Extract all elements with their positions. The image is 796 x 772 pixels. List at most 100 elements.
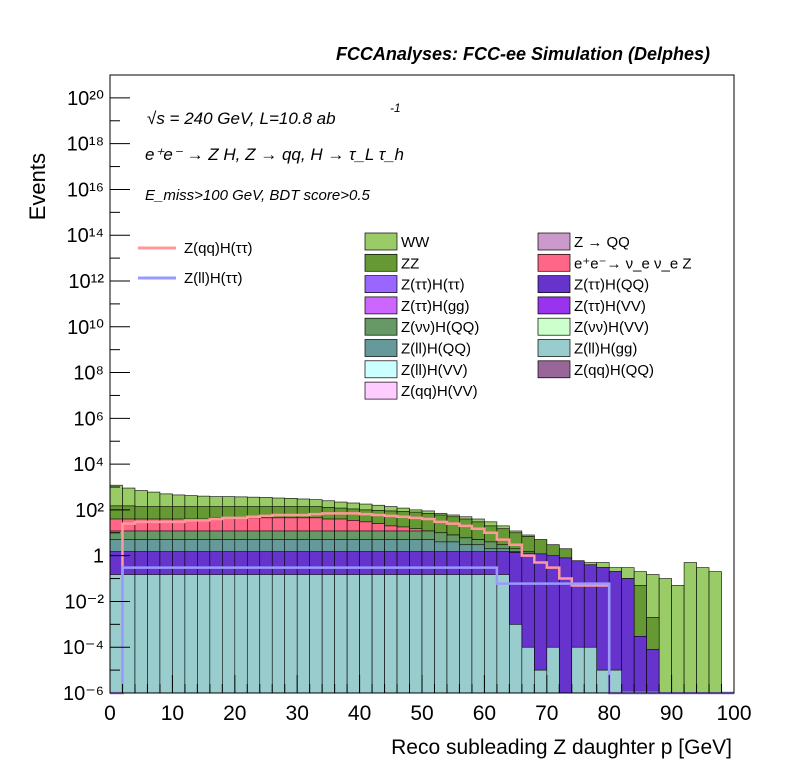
bar-6-14 [284,574,298,694]
bar-6-13 [271,574,286,694]
y-tick-label-13: 10²⁰ [67,88,104,110]
x-tick-label-3: 30 [286,702,309,725]
bar-0-45 [671,585,685,694]
bar-6-29 [471,574,485,694]
legend-label-8: Z(νν)H(QQ) [401,319,479,336]
legend-label-5: Z(ττ)H(QQ) [574,277,649,294]
legend-swatch-0 [364,232,398,251]
y-tick-label-8: 10¹⁰ [67,317,104,339]
legend-label-4: Z(ττ)H(ττ) [401,277,465,294]
legend-label-0: WW [401,234,430,251]
x-tick-label-7: 70 [535,702,558,725]
y-tick-label-12: 10¹⁸ [67,134,104,156]
y-axis: 10⁻⁶ 10⁻⁴ 10⁻² 1 10² 10⁴ 10⁶ 10⁸ 10¹⁰ 10¹² 10¹⁴ 10¹… [63,88,130,705]
bar-0-47 [696,567,710,694]
x-tick-label-5: 50 [410,702,433,725]
bar-6-27 [446,574,460,694]
legend-swatch-12 [364,360,398,379]
legend-label-9: Z(νν)H(VV) [574,319,649,336]
bar-6-24 [409,574,423,694]
bar-6-20 [359,574,373,694]
bar-6-33 [521,646,535,694]
y-tick-label-5: 10⁴ [73,454,104,476]
bar-6-12 [259,574,273,694]
x-axis-label: Reco subleading Z daughter p [GeV] [391,736,732,759]
bar-6-35 [546,646,560,694]
energy-exponent: -1 [390,101,401,115]
bar-0-46 [683,562,697,694]
x-tick-label-4: 40 [348,702,371,725]
legend-label-7: Z(ττ)H(VV) [574,298,646,315]
legend-swatch-14 [364,381,398,400]
x-tick-label-2: 20 [223,702,246,725]
bar-6-3 [147,574,161,694]
bar-6-11 [246,574,261,694]
x-tick-label-6: 60 [473,702,496,725]
bar-5-41 [621,578,635,694]
legend-label-12: Z(ll)H(VV) [401,362,468,379]
y-tick-label-7: 10⁸ [73,363,104,385]
legend-label-3: e⁺e⁻→ ν_e ν_e Z [574,255,692,272]
chart-title: FCCAnalyses: FCC-ee Simulation (Delphes) [336,44,710,64]
y-tick-label-11: 10¹⁶ [67,179,104,201]
bar-6-26 [434,574,448,694]
bar-6-10 [234,574,248,694]
bar-6-30 [484,574,498,694]
bar-6-34 [534,669,548,694]
energy-annotation: √s = 240 GeV, L=10.8 ab [147,109,336,128]
x-tick-label-8: 80 [598,702,621,725]
legend-swatch-6 [364,296,398,315]
bar-6-37 [571,646,585,694]
legend-swatch-1 [537,232,571,251]
y-tick-label-2: 10⁻² [65,591,105,613]
y-tick-label-1: 10⁻⁴ [63,637,104,659]
bar-6-17 [321,574,335,694]
legend-swatch-7 [537,296,571,315]
selection-annotation: E_miss>100 GeV, BDT score>0.5 [145,187,370,204]
bar-5-42 [633,636,647,694]
bar-6-38 [583,646,598,694]
bar-6-32 [509,624,523,694]
legend-label-signal-0: Z(qq)H(ττ) [184,240,253,257]
y-tick-label-9: 10¹² [68,271,104,293]
signal-line-0 [110,512,734,695]
bar-6-2 [134,574,148,694]
stack-layer [109,484,722,694]
bar-6-8 [209,574,223,694]
legend-swatch-5 [537,275,571,293]
x-tick-label-1: 10 [161,702,184,725]
legend-swatch-3 [537,253,571,272]
bar-6-19 [346,574,360,694]
process-annotation: e⁺e⁻ → Z H, Z → qq, H → τ_L τ_h [145,145,404,164]
bar-6-7 [197,574,211,694]
bar-0-44 [658,578,672,694]
bar-6-0 [109,574,123,694]
bar-6-21 [371,574,385,694]
x-tick-label-9: 90 [660,702,683,725]
bar-5-43 [646,649,660,694]
bar-6-9 [222,574,236,694]
legend-label-6: Z(ττ)H(gg) [401,298,470,315]
legend-label-11: Z(ll)H(gg) [574,341,637,358]
legend-label-signal-1: Z(ll)H(ττ) [184,270,243,287]
bar-6-23 [396,574,410,694]
x-tick-label-0: 0 [104,702,116,725]
legend: Z(qq)H(ττ) Z(ll)H(ττ) WW Z → QQ ZZ e⁺e⁻→ ν_e … [138,232,692,400]
bar-6-18 [334,574,348,694]
bar-6-25 [421,574,435,694]
bar-6-4 [159,574,173,694]
legend-label-2: ZZ [401,255,419,272]
legend-label-1: Z → QQ [574,234,630,251]
bar-6-31 [496,574,510,694]
legend-label-13: Z(qq)H(QQ) [574,362,654,379]
bar-0-48 [708,571,722,694]
x-axis: 0 10 20 30 40 50 60 70 80 90 100 [104,675,752,725]
bar-6-39 [596,669,610,694]
x-tick-label-10: 100 [716,702,751,725]
legend-swatch-13 [537,360,571,379]
y-tick-label-6: 10⁶ [74,408,104,430]
y-tick-label-10: 10¹⁴ [67,225,105,247]
bar-6-16 [309,574,323,694]
y-axis-label: Events [25,153,50,220]
